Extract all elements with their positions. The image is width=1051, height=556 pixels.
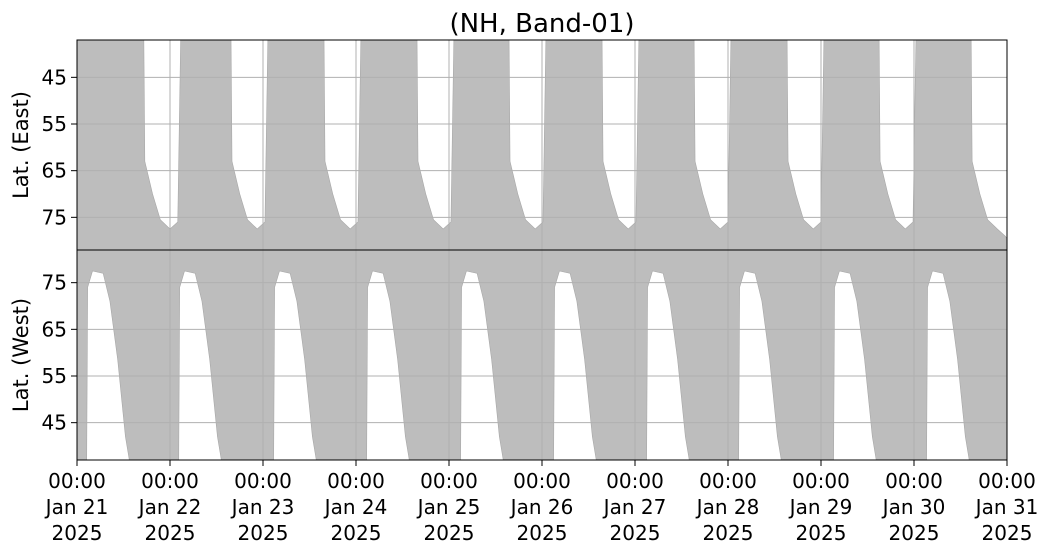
y-tick-label: 55 (42, 112, 67, 136)
x-tick-label: 00:00 Jan 22 2025 (137, 469, 202, 545)
x-tick-label-line: 2025 (703, 521, 754, 545)
x-tick-label-line: 2025 (145, 521, 196, 545)
x-tick-label-line: Jan 30 (881, 495, 946, 519)
x-tick-label: 00:00 Jan 30 2025 (881, 469, 946, 545)
y-tick-label: 45 (42, 65, 67, 89)
x-tick-label-line: 00:00 (420, 469, 478, 493)
x-tick-label-line: 00:00 (699, 469, 757, 493)
y-axis-label: Lat. (East) (9, 91, 33, 199)
x-tick-label-line: Jan 24 (323, 495, 388, 519)
x-tick-label: 00:00 Jan 24 2025 (323, 469, 388, 545)
x-tick-label-line: 2025 (52, 521, 103, 545)
y-axis-label: Lat. (West) (9, 298, 33, 412)
x-tick-label-line: 00:00 (234, 469, 292, 493)
x-tick-label-line: 00:00 (792, 469, 850, 493)
x-tick-label-line: Jan 25 (416, 495, 481, 519)
y-tick-label: 75 (42, 205, 67, 229)
x-tick-label-line: 2025 (796, 521, 847, 545)
x-tick-label-line: 2025 (982, 521, 1033, 545)
x-tick-label-line: 2025 (331, 521, 382, 545)
x-tick-label: 00:00 Jan 25 2025 (416, 469, 481, 545)
y-tick-label: 65 (42, 159, 67, 183)
x-tick-label-line: Jan 23 (230, 495, 295, 519)
y-tick-label: 45 (42, 411, 67, 435)
x-tick-label-line: 2025 (610, 521, 661, 545)
x-tick-label-line: 00:00 (978, 469, 1036, 493)
x-tick-label-line: 2025 (238, 521, 289, 545)
x-tick-label-line: 00:00 (513, 469, 571, 493)
x-tick-label-line: Jan 26 (509, 495, 574, 519)
chart-title: (NH, Band-01) (449, 9, 634, 39)
x-tick-label-line: 00:00 (606, 469, 664, 493)
x-tick-label-line: Jan 31 (974, 495, 1039, 519)
x-tick-label-line: 2025 (424, 521, 475, 545)
y-tick-label: 75 (42, 271, 67, 295)
x-tick-label: 00:00 Jan 26 2025 (509, 469, 574, 545)
x-tick-label-line: 2025 (889, 521, 940, 545)
y-tick-label: 65 (42, 317, 67, 341)
x-tick-label-line: 00:00 (141, 469, 199, 493)
x-tick-label-line: 2025 (517, 521, 568, 545)
x-tick-label-line: 00:00 (327, 469, 385, 493)
x-tick-label-line: Jan 22 (137, 495, 202, 519)
x-tick-label: 00:00 Jan 27 2025 (602, 469, 667, 545)
x-tick-label: 00:00 Jan 21 2025 (44, 469, 109, 545)
x-tick-label-line: 00:00 (885, 469, 943, 493)
x-tick-label-line: 00:00 (48, 469, 106, 493)
y-tick-label: 55 (42, 364, 67, 388)
x-tick-label-line: Jan 28 (695, 495, 760, 519)
x-tick-label: 00:00 Jan 28 2025 (695, 469, 760, 545)
x-tick-label: 00:00 Jan 29 2025 (788, 469, 853, 545)
x-tick-label-line: Jan 21 (44, 495, 109, 519)
coverage-area (77, 40, 1007, 250)
x-tick-label: 00:00 Jan 31 2025 (974, 469, 1039, 545)
x-tick-label: 00:00 Jan 23 2025 (230, 469, 295, 545)
x-tick-label-line: Jan 27 (602, 495, 667, 519)
x-tick-label-line: Jan 29 (788, 495, 853, 519)
